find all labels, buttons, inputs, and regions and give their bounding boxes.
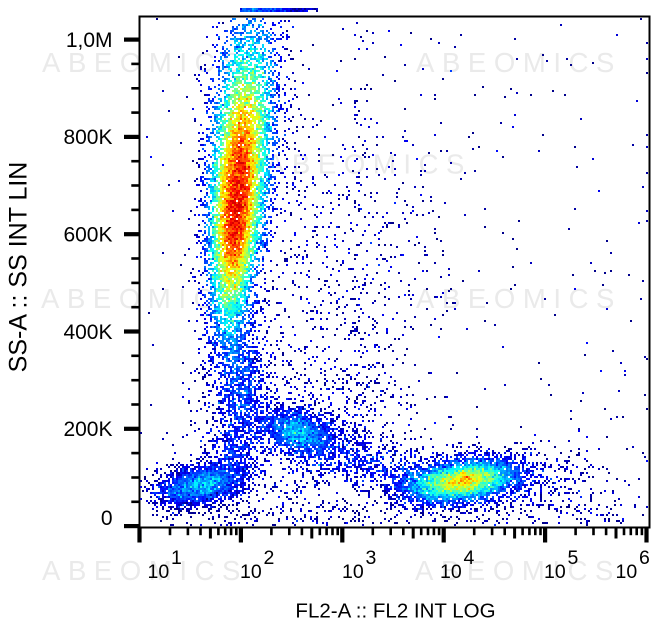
svg-text:SS-A :: SS INT LIN: SS-A :: SS INT LIN <box>5 162 33 373</box>
svg-text:6: 6 <box>639 547 650 569</box>
svg-text:0: 0 <box>101 507 113 530</box>
svg-text:800K: 800K <box>63 126 112 149</box>
svg-text:ABEOMICS: ABEOMICS <box>42 555 248 586</box>
svg-text:ABEOMICS: ABEOMICS <box>415 555 621 586</box>
svg-text:2: 2 <box>264 547 275 569</box>
svg-text:3: 3 <box>366 547 377 569</box>
svg-text:10: 10 <box>440 561 462 583</box>
svg-text:4: 4 <box>464 547 475 569</box>
svg-text:ABEOMICS: ABEOMICS <box>416 283 622 314</box>
svg-text:10: 10 <box>148 561 170 583</box>
svg-text:ABEOMICS: ABEOMICS <box>266 148 472 179</box>
svg-text:10: 10 <box>240 561 262 583</box>
svg-text:ABEOMICS: ABEOMICS <box>416 47 622 78</box>
svg-text:10: 10 <box>342 561 364 583</box>
svg-text:10: 10 <box>544 561 566 583</box>
svg-text:5: 5 <box>568 547 579 569</box>
svg-text:600K: 600K <box>63 224 112 247</box>
svg-text:1: 1 <box>171 547 182 569</box>
svg-text:10: 10 <box>616 561 638 583</box>
svg-text:1,0M: 1,0M <box>66 29 113 52</box>
svg-text:400K: 400K <box>63 321 112 344</box>
svg-text:200K: 200K <box>63 418 112 441</box>
svg-text:FL2-A :: FL2 INT LOG: FL2-A :: FL2 INT LOG <box>295 600 495 623</box>
